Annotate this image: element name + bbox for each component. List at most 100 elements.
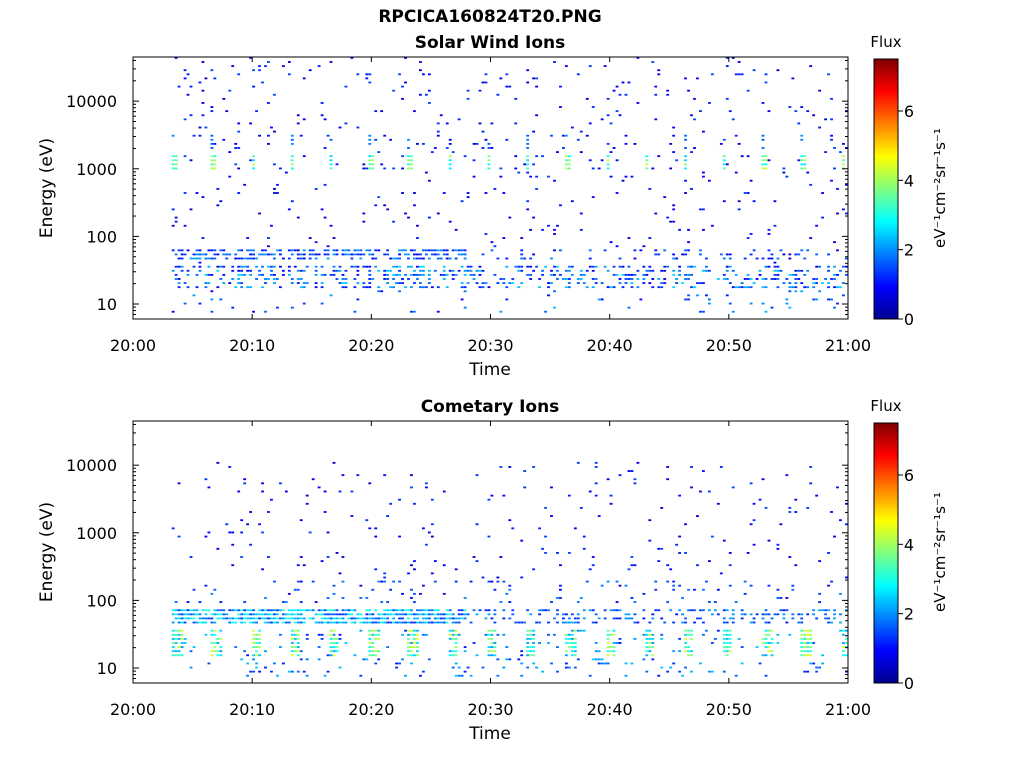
spectrogram-cell — [267, 142, 270, 145]
spectrogram-cell — [305, 502, 309, 505]
spectrogram-cell — [761, 163, 765, 166]
spectrogram-cell — [243, 273, 247, 276]
spectrogram-cell — [538, 609, 541, 612]
spectrogram-cell — [806, 650, 810, 653]
spectrogram-cell — [243, 650, 247, 653]
spectrogram-cell — [383, 580, 387, 583]
spectrogram-cell — [812, 642, 816, 644]
spectrogram-cell — [177, 617, 181, 620]
spectrogram-cell — [579, 597, 583, 599]
spectrogram-cell — [764, 265, 768, 268]
colorbar-tick-label: 4 — [904, 171, 914, 190]
spectrogram-cell — [210, 69, 214, 72]
spectrogram-cell — [690, 286, 693, 289]
spectrogram-cell — [764, 167, 768, 170]
spectrogram-cell — [192, 617, 196, 620]
spectrogram-cell — [785, 278, 789, 280]
spectrogram-cell — [582, 547, 586, 550]
spectrogram-cell — [707, 670, 711, 673]
spectrogram-cell — [684, 179, 687, 182]
spectrogram-cell — [183, 617, 187, 620]
spectrogram-cell — [413, 592, 416, 595]
spectrogram-cell — [249, 543, 253, 546]
spectrogram-cell — [213, 642, 217, 644]
spectrogram-cell — [290, 617, 294, 620]
spectrogram-cell — [439, 617, 443, 620]
spectrogram-cell — [326, 654, 330, 657]
spectrogram-cell — [183, 642, 187, 644]
spectrogram-cell — [246, 609, 250, 612]
spectrogram-cell — [410, 155, 413, 158]
spectrogram-cell — [770, 650, 774, 653]
spectrogram-cell — [505, 257, 509, 260]
spectrogram-cell — [639, 249, 643, 252]
spectrogram-cell — [767, 650, 771, 653]
spectrogram-cell — [782, 613, 786, 616]
spectrogram-cell — [407, 613, 410, 616]
spectrogram-cell — [836, 273, 839, 276]
spectrogram-cell — [252, 670, 255, 673]
spectrogram-cell — [213, 142, 217, 145]
spectrogram-cell — [579, 629, 583, 632]
colorbar-tick-label: 0 — [904, 310, 914, 329]
spectrogram-cell — [514, 167, 518, 170]
spectrogram-cell — [773, 613, 777, 616]
spectrogram-cell — [630, 278, 634, 280]
spectrogram-cell — [413, 637, 416, 640]
spectrogram-cell — [416, 224, 419, 227]
spectrogram-cell — [615, 85, 619, 88]
spectrogram-cell — [803, 155, 807, 158]
spectrogram-cell — [842, 208, 845, 211]
spectrogram-cell — [526, 654, 530, 657]
spectrogram-cell — [803, 633, 807, 636]
spectrogram-cell — [290, 670, 294, 673]
spectrogram-cell — [570, 629, 574, 632]
spectrogram-cell — [684, 278, 687, 280]
spectrogram-cell — [210, 621, 214, 624]
spectrogram-cell — [594, 461, 598, 464]
spectrogram-cell — [359, 613, 363, 616]
spectrogram-cell — [201, 609, 205, 612]
spectrogram-cell — [576, 282, 580, 284]
spectrogram-cell — [767, 621, 771, 624]
spectrogram-cell — [648, 282, 652, 284]
spectrogram-cell — [809, 629, 813, 632]
spectrogram-cell — [487, 159, 491, 162]
spectrogram-cell — [448, 159, 452, 162]
spectrogram-cell — [252, 167, 255, 170]
spectrogram-cell — [344, 621, 348, 624]
spectrogram-cell — [314, 621, 318, 624]
spectrogram-cell — [672, 580, 676, 583]
spectrogram-cell — [633, 249, 637, 252]
spectrogram-cell — [600, 658, 604, 661]
spectrogram-cell — [713, 601, 717, 603]
spectrogram-cell — [341, 609, 345, 612]
spectrogram-cell — [421, 633, 425, 636]
spectrogram-cell — [636, 461, 640, 464]
spectrogram-cell — [588, 568, 592, 571]
spectrogram-cell — [728, 642, 732, 644]
spectrogram-cell — [687, 278, 690, 280]
spectrogram-cell — [344, 269, 348, 272]
spectrogram-cell — [308, 257, 312, 260]
spectrogram-cell — [273, 278, 276, 280]
spectrogram-cell — [767, 110, 771, 113]
spectrogram-cell — [547, 294, 550, 297]
spectrogram-cell — [380, 621, 384, 624]
spectrogram-cell — [365, 73, 369, 76]
spectrogram-cell — [335, 552, 339, 554]
spectrogram-cell — [839, 286, 842, 289]
spectrogram-cell — [395, 621, 398, 624]
spectrogram-cell — [696, 77, 699, 80]
spectrogram-cell — [326, 613, 330, 616]
spectrogram-cell — [702, 175, 705, 178]
spectrogram-cell — [690, 670, 693, 673]
spectrogram-cell — [287, 257, 291, 260]
spectrogram-cell — [180, 249, 184, 252]
spectrogram-cell — [687, 650, 690, 653]
spectrogram-cell — [642, 617, 646, 620]
spectrogram-cell — [427, 73, 431, 76]
spectrogram-cell — [645, 269, 649, 272]
spectrogram-cell — [615, 273, 619, 276]
spectrogram-cell — [526, 637, 530, 640]
